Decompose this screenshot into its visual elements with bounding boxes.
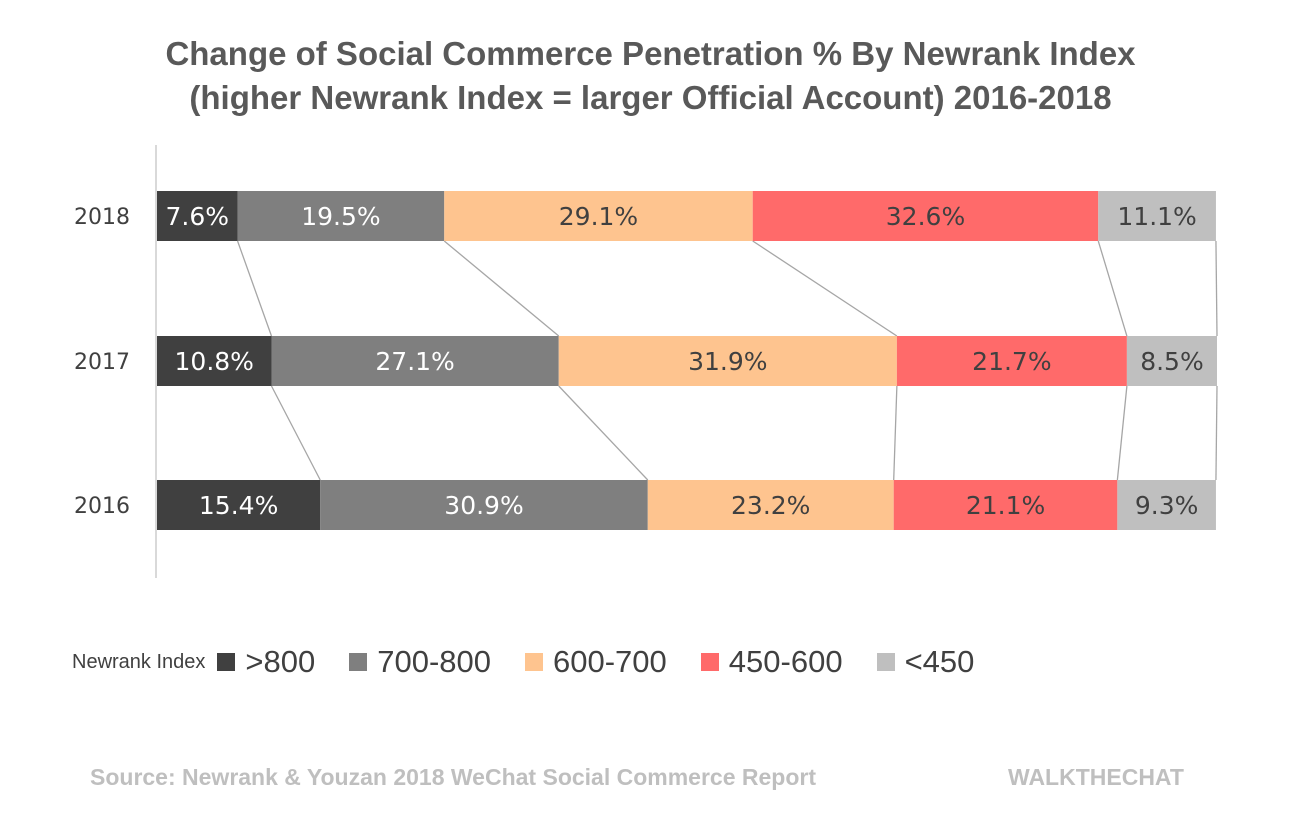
bar-segment — [896, 336, 1127, 386]
legend-swatch — [876, 653, 895, 671]
legend-swatch — [349, 653, 368, 671]
legend-label: <450 — [904, 644, 975, 679]
data-label: 8.5% — [1140, 347, 1204, 376]
series-line — [1215, 240, 1218, 337]
series-line — [1097, 240, 1128, 337]
legend-swatch — [525, 653, 544, 671]
series-line — [443, 240, 560, 337]
legend-label: 600-700 — [553, 644, 667, 679]
data-labels: 7.6% 19.5% 29.1% 32.6% 11.1% 10.8% 27.1% 31.9% 2… — [166, 202, 1204, 520]
series-line — [558, 385, 649, 481]
bar-segment — [320, 480, 648, 530]
bar-segment — [237, 191, 445, 241]
category-label: 2018 — [74, 205, 130, 230]
bar-segment — [893, 480, 1118, 530]
bar-segment — [271, 336, 559, 386]
data-label: 27.1% — [375, 347, 454, 376]
category-label: 2017 — [74, 350, 130, 375]
bar-segment — [444, 191, 753, 241]
legend-item-600-700: 600-700 — [525, 644, 667, 680]
series-line — [236, 240, 273, 337]
bar-segment — [157, 480, 321, 530]
data-label: 10.8% — [175, 347, 254, 376]
data-label: 9.3% — [1135, 491, 1199, 520]
legend-item-gt800: >800 — [217, 644, 315, 680]
series-line — [893, 385, 898, 481]
bars — [157, 191, 1217, 530]
chart-title: Change of Social Commerce Penetration % … — [165, 35, 1136, 72]
bar-segment — [1117, 480, 1216, 530]
legend-label: 700-800 — [377, 644, 492, 679]
data-label: 11.1% — [1117, 202, 1196, 231]
data-label: 7.6% — [166, 202, 230, 231]
legend-title: Newrank Index — [72, 650, 206, 673]
data-label: 15.4% — [199, 491, 278, 520]
data-label: 30.9% — [444, 491, 523, 520]
bar-segment — [157, 191, 238, 241]
data-label: 31.9% — [688, 347, 767, 376]
series-line — [1116, 385, 1128, 481]
data-label: 32.6% — [886, 202, 965, 231]
bar-segment — [752, 191, 1099, 241]
legend-label: >800 — [245, 644, 316, 679]
legend-item-450-600: 450-600 — [700, 644, 843, 680]
bar-segment — [647, 480, 894, 530]
legend: Newrank Index >800 700-800 600-700 450-6… — [72, 642, 1008, 682]
series-line — [1215, 385, 1218, 481]
data-label: 21.1% — [966, 491, 1045, 520]
chart-subtitle: (higher Newrank Index = larger Official … — [189, 79, 1112, 116]
data-label: 21.7% — [972, 347, 1051, 376]
data-label: 19.5% — [301, 202, 380, 231]
bar-segment — [1126, 336, 1217, 386]
data-label: 29.1% — [559, 202, 638, 231]
source-note: Source: Newrank & Youzan 2018 WeChat Soc… — [90, 764, 817, 790]
category-label: 2016 — [74, 494, 130, 519]
data-label: 23.2% — [731, 491, 810, 520]
series-lines — [236, 240, 1218, 481]
legend-swatch — [700, 653, 719, 671]
legend-item-lt450: <450 — [876, 644, 975, 680]
legend-swatch — [217, 653, 236, 671]
bar-segment — [157, 336, 272, 386]
legend-item-700-800: 700-800 — [349, 644, 491, 680]
category-axis-labels: 2018 2017 2016 — [74, 205, 130, 519]
brand-logo-text: WALKTHECHAT — [1008, 764, 1184, 790]
series-line — [270, 385, 321, 481]
series-line — [752, 240, 898, 337]
bar-segment — [1098, 191, 1216, 241]
legend-label: 450-600 — [728, 644, 843, 679]
bar-segment — [558, 336, 897, 386]
